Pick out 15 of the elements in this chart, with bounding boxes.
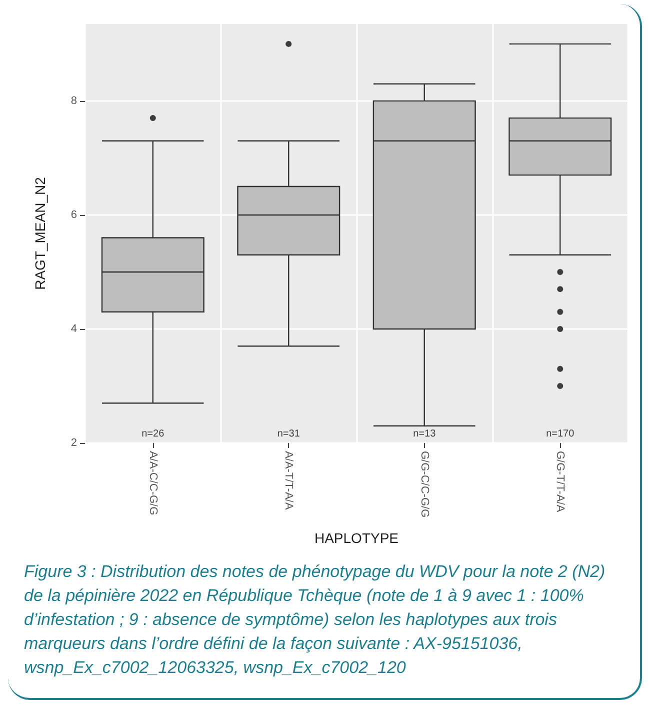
annotation: n=31 [277, 428, 300, 440]
x-tick-label: G/G-T/T-A/A [554, 451, 566, 513]
caption: Figure 3 : Distribution des notes de phénotypage du WDV pour la note 2 (N2) de la pépinière 2022 en République Tchèque (note de 1 à 9 avec 1 : 100% d’infestation ; 9 : absence de symptôme) selon les haplotypes aux trois marqueurs dans l’ordre défini de la façon suivante : AX-95151036, wsnp_Ex_c7002_12063325, wsnp_Ex_c7002_120 [24, 561, 606, 679]
x-tick-label: A/A-T/T-A/A [282, 451, 295, 510]
x-axis-title: HAPLOTYPE [314, 530, 399, 546]
y-axis-title: RAGT_MEAN_N2 [32, 176, 48, 290]
annotation: n=170 [546, 428, 575, 440]
y-tick-label: 4 [70, 322, 77, 335]
y-tick-label: 8 [70, 94, 77, 107]
annotation: n=13 [413, 428, 436, 440]
x-tick-label: A/A-C/C-G/G [146, 451, 159, 516]
y-tick-label: 2 [70, 437, 77, 449]
x-tick-label: G/G-C/C-G/G [418, 451, 430, 518]
annotation: n=26 [142, 428, 165, 440]
y-tick-label: 6 [70, 208, 77, 221]
